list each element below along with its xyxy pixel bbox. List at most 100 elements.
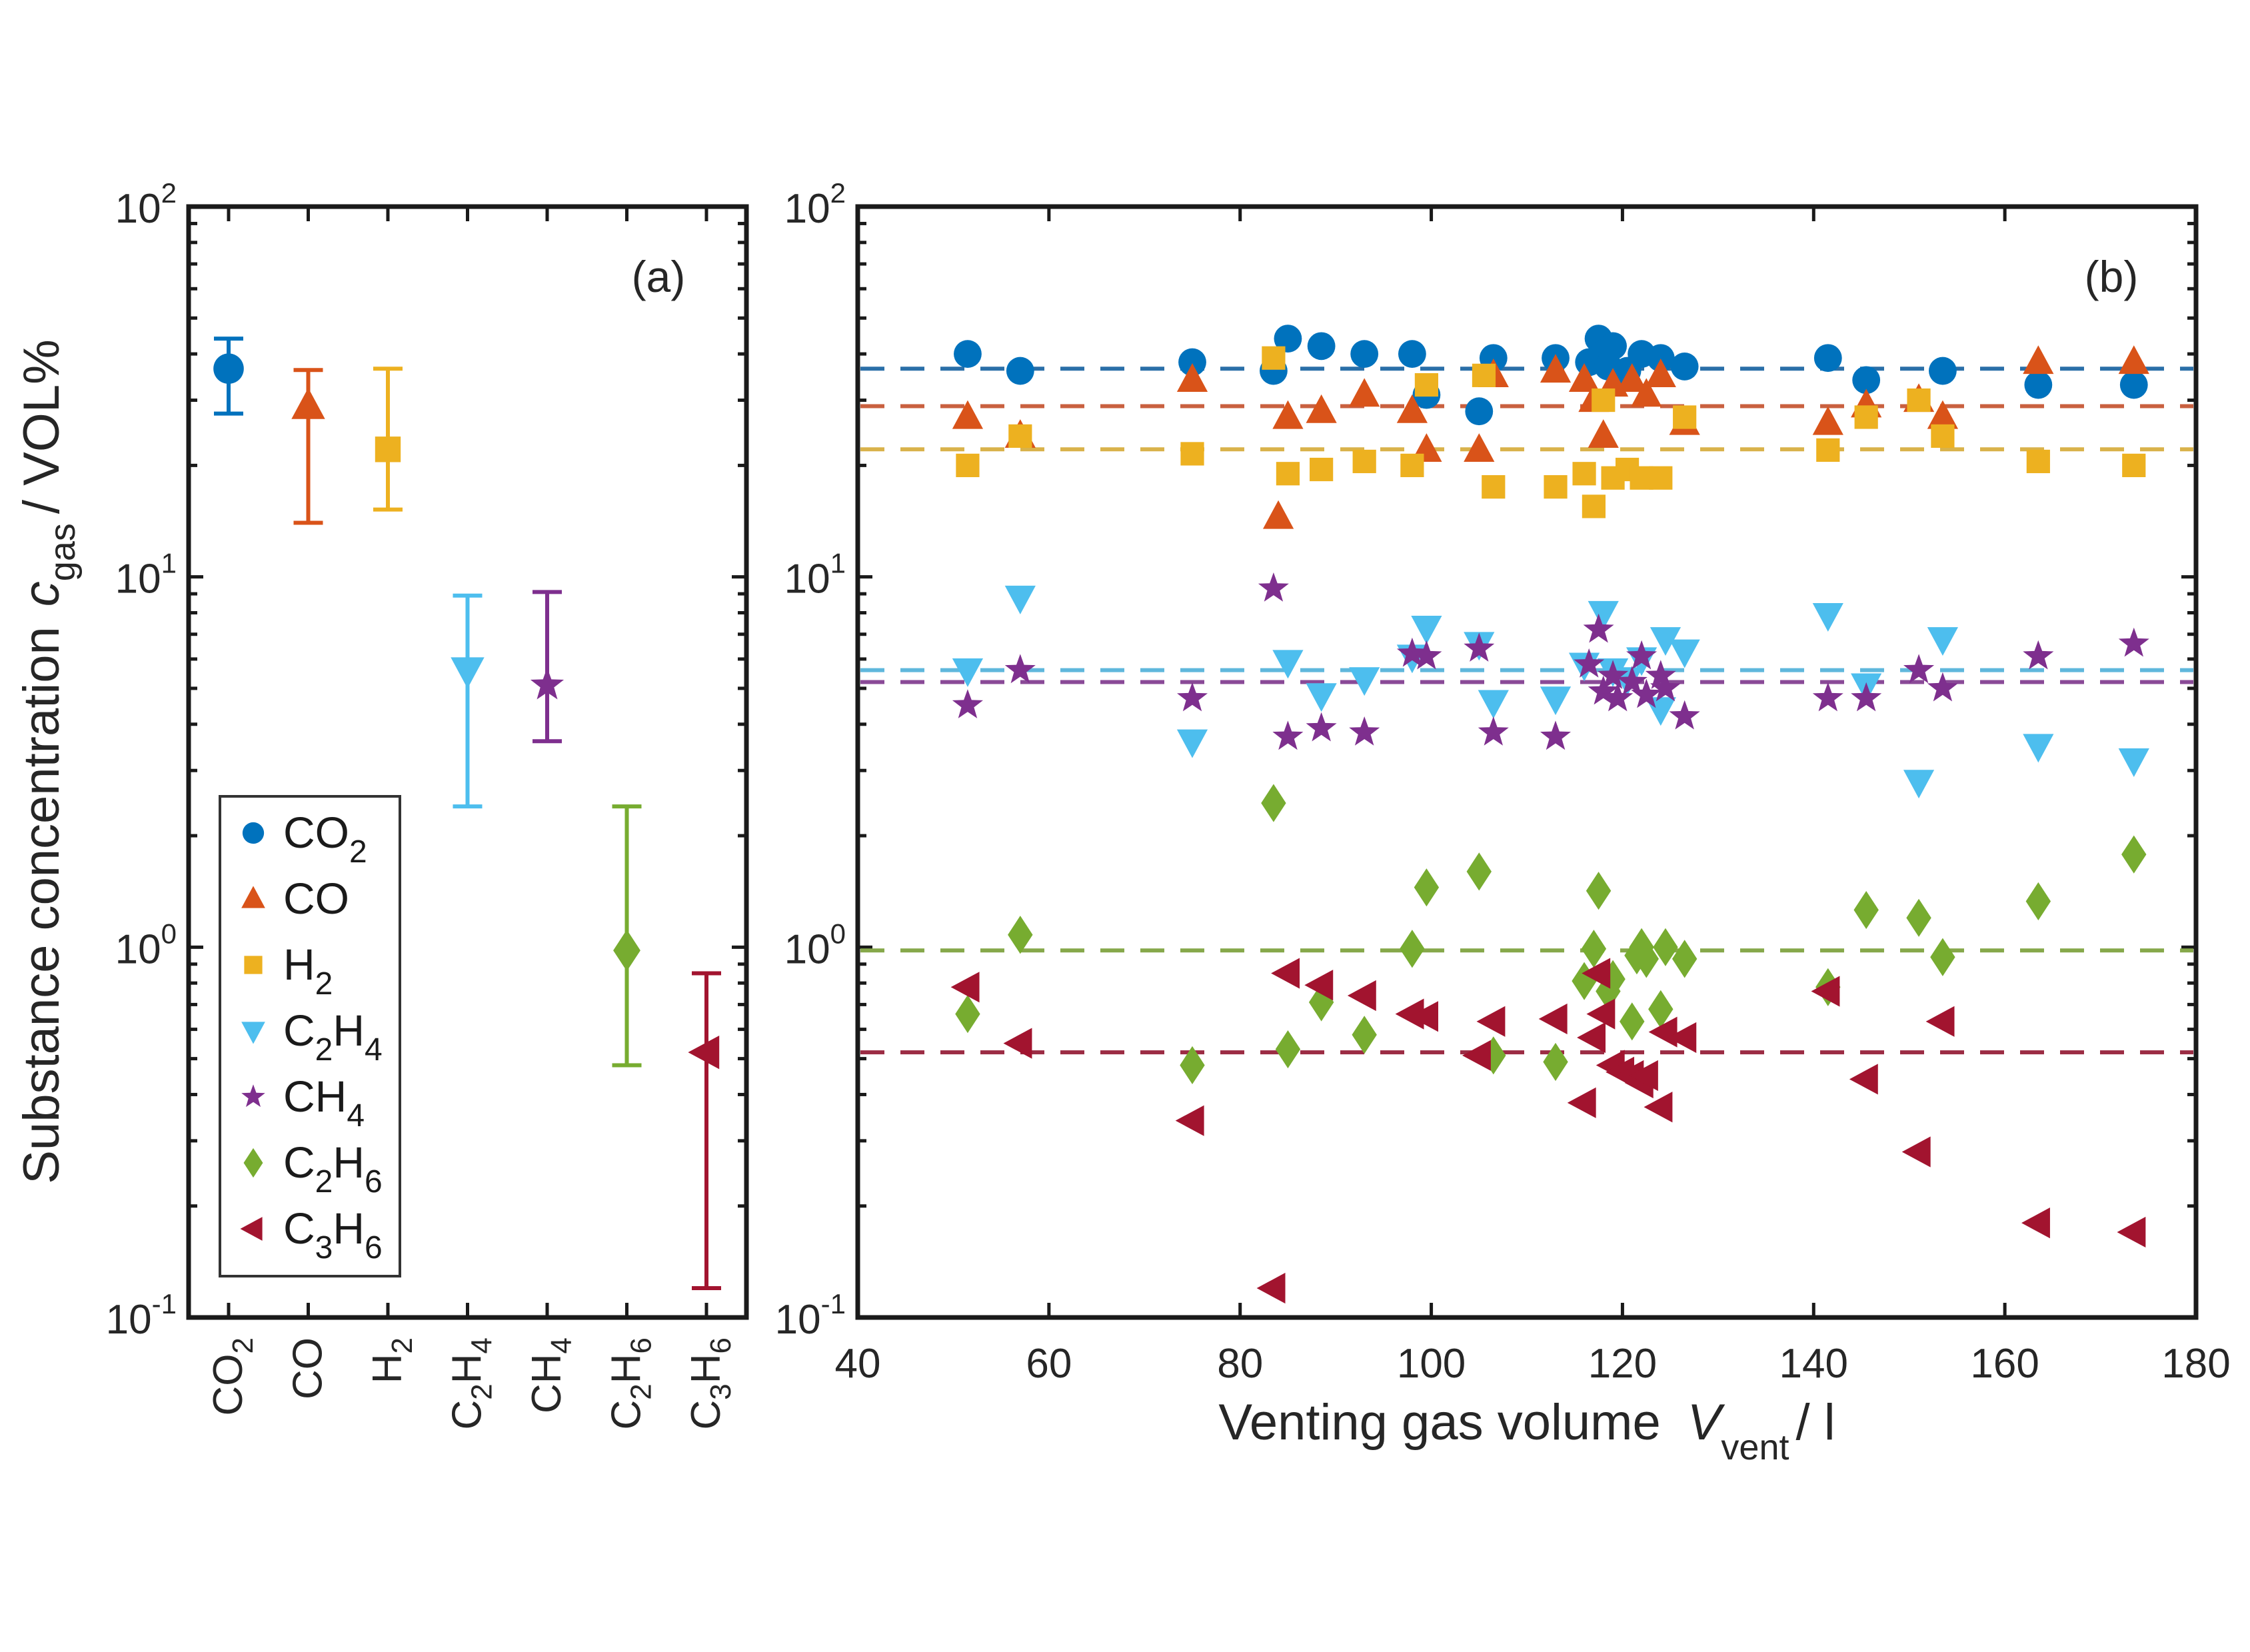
legend-marker-H2: [244, 956, 263, 974]
data-point-C2H4: [1306, 683, 1337, 712]
data-point-C2H4: [1349, 667, 1380, 696]
y-axis-title-main: Substance concentration: [13, 626, 70, 1184]
subscript: 6: [365, 1164, 383, 1200]
data-point-C2H6: [1008, 916, 1033, 954]
legend-entry-C2H4: C2H4: [241, 1006, 383, 1068]
subscript: 2: [315, 966, 333, 1002]
data-point-C2H6: [1543, 1042, 1568, 1082]
data-point-CH4: [1574, 648, 1605, 678]
tick-exponent: -1: [152, 1288, 177, 1319]
data-point-CH4: [952, 689, 983, 718]
data-point-CO: [1306, 394, 1337, 423]
data-point-C2H6: [955, 995, 980, 1034]
panel-b-points: [950, 325, 2149, 1304]
data-point-C3H6: [1811, 976, 1840, 1007]
panel-b-x-tick-label: 60: [1026, 1341, 1072, 1387]
tick-exponent: 1: [830, 548, 846, 579]
data-point-CO: [1927, 400, 1959, 429]
panel-a-category-label-CH4: CH4: [524, 1337, 578, 1413]
data-point-CO: [1349, 378, 1380, 407]
panel-a-mean-marker-C3H6: [688, 1035, 720, 1070]
data-point-C2H4: [1272, 650, 1304, 679]
y-axis-title-unit: / VOL%: [13, 339, 70, 514]
data-point-CO2: [1465, 397, 1494, 426]
panel-b-series-H2: [956, 346, 2146, 518]
legend-label-C3H6: C3H6: [283, 1204, 383, 1265]
data-point-CH4: [1306, 712, 1337, 742]
tick-base: 10: [784, 186, 830, 232]
y-axis-title-symbol: c: [13, 581, 70, 606]
y-axis-title: Substance concentration cgas / VOL%: [13, 339, 83, 1184]
data-point-CO: [1396, 394, 1428, 423]
data-point-C2H6: [1648, 990, 1674, 1029]
panel-a-errorbar-CH4: [530, 590, 564, 744]
data-point-CH4: [1626, 640, 1658, 670]
x-axis-title-symbol: V: [1688, 1394, 1725, 1451]
data-point-CO2: [2119, 371, 2148, 399]
data-point-C3H6: [1629, 1060, 1658, 1092]
data-point-C3H6: [1347, 980, 1376, 1012]
subscript: 3: [704, 1383, 737, 1399]
formula-text: H: [365, 1353, 411, 1383]
data-point-CO: [1540, 354, 1572, 383]
data-point-C3H6: [1395, 998, 1424, 1030]
data-point-C2H6: [1414, 868, 1440, 907]
panel-a-category-label-C3H6: C3H6: [683, 1337, 737, 1430]
tick-exponent: -1: [821, 1288, 846, 1319]
data-point-C2H6: [1586, 872, 1612, 910]
data-point-C2H6: [1634, 940, 1659, 978]
formula-text: C: [683, 1400, 729, 1430]
data-point-C3H6: [1538, 1003, 1568, 1035]
legend-entry-CO2: CO2: [242, 808, 367, 870]
legend-entry-C3H6: C3H6: [240, 1204, 383, 1265]
data-point-H2: [1008, 424, 1032, 448]
panel-b-label: (b): [2085, 252, 2139, 301]
data-point-CH4: [1004, 654, 1036, 684]
panel-a-mean-marker-CO: [291, 387, 325, 419]
tick-exponent: 2: [161, 177, 177, 209]
legend-entry-CO: CO: [241, 874, 349, 923]
data-point-C2H4: [1669, 639, 1700, 668]
data-point-C3H6: [1175, 1105, 1204, 1136]
x-axis-title: Venting gas volume Vvent / l: [1218, 1394, 1835, 1467]
data-point-CO: [1616, 363, 1648, 392]
data-point-C2H4: [1540, 686, 1572, 716]
data-point-H2: [1472, 363, 1496, 387]
panel-a-errorbar-C3H6: [688, 971, 721, 1291]
legend-marker-CO2: [242, 822, 265, 844]
legend-marker-CO: [241, 886, 265, 908]
panel-a-mean-marker-CH4: [530, 667, 564, 700]
data-point-CO2: [1929, 357, 1957, 385]
tick-base: 10: [106, 1297, 152, 1343]
data-point-H2: [1907, 388, 1931, 413]
legend-box: [219, 795, 401, 1277]
tick-exponent: 1: [161, 548, 177, 579]
data-point-CO2: [1670, 353, 1699, 381]
data-point-CH4: [1464, 632, 1495, 662]
panel-b-y-tick-label: 102: [784, 177, 846, 232]
data-point-C2H6: [2025, 882, 2051, 921]
legend-marker-C2H6: [243, 1148, 263, 1178]
formula-text: H: [445, 1353, 491, 1383]
panel-a-category-label-H2: H2: [365, 1337, 419, 1383]
data-point-CO2: [1274, 325, 1302, 353]
formula-text: CO: [283, 874, 349, 923]
subscript: 4: [365, 1032, 383, 1068]
data-point-CO2: [1307, 332, 1336, 361]
legend-marker-C3H6: [240, 1217, 263, 1241]
subscript: 2: [466, 1383, 499, 1399]
data-point-H2: [1414, 373, 1438, 397]
data-point-C3H6: [1849, 1064, 1878, 1095]
data-point-C2H4: [1812, 602, 1843, 632]
data-point-CO2: [1599, 332, 1627, 361]
data-point-C3H6: [2117, 1216, 2146, 1248]
panel-b-x-tick-label: 120: [1588, 1341, 1657, 1387]
data-point-CO: [1812, 406, 1843, 435]
data-point-CO2: [1646, 344, 1675, 373]
legend-label-H2: H2: [283, 940, 333, 1002]
data-point-CO: [1464, 433, 1495, 462]
